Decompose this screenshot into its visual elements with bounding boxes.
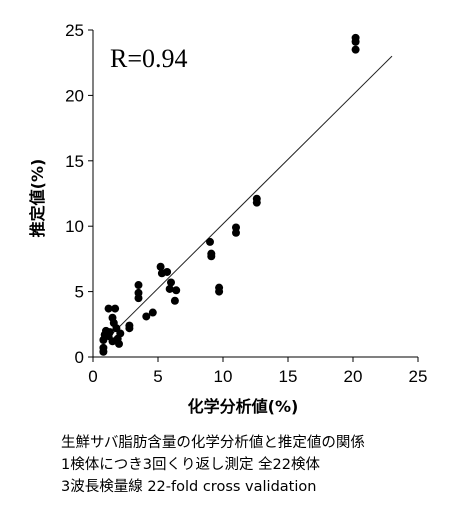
x-tick-label: 10 bbox=[214, 367, 233, 386]
caption-line-1: 生鮮サバ脂肪含量の化学分析値と推定値の関係 bbox=[61, 435, 365, 451]
data-point bbox=[142, 312, 151, 321]
y-tick-label: 25 bbox=[65, 21, 84, 40]
data-point bbox=[156, 262, 165, 271]
data-point bbox=[148, 308, 157, 317]
data-point bbox=[351, 45, 360, 54]
correlation-annotation: R=0.94 bbox=[110, 44, 188, 73]
data-point bbox=[111, 304, 120, 313]
figure-caption: 生鮮サバ脂肪含量の化学分析値と推定値の関係 1検体につき3回くり返し測定 全22… bbox=[61, 432, 365, 498]
x-axis: 0 5 10 15 20 25 bbox=[88, 356, 428, 386]
data-point bbox=[125, 321, 134, 330]
y-axis: 0 5 10 15 20 25 bbox=[65, 21, 94, 367]
x-tick-label: 5 bbox=[153, 367, 162, 386]
data-point bbox=[170, 296, 179, 305]
data-point bbox=[163, 267, 172, 276]
data-point bbox=[207, 249, 216, 258]
caption-line-2: 1検体につき3回くり返し測定 全22検体 bbox=[61, 457, 321, 473]
y-tick-label: 10 bbox=[65, 217, 84, 236]
data-point bbox=[232, 223, 240, 232]
y-tick-label: 20 bbox=[65, 86, 84, 105]
x-tick-label: 15 bbox=[279, 367, 298, 386]
data-point bbox=[116, 329, 125, 338]
data-point bbox=[134, 281, 143, 290]
data-point bbox=[134, 288, 143, 297]
x-tick-label: 25 bbox=[409, 367, 428, 386]
data-point bbox=[104, 304, 113, 313]
data-point bbox=[252, 194, 261, 203]
caption-line-3: 3波長検量線 22-fold cross validation bbox=[61, 479, 317, 495]
x-tick-label: 0 bbox=[88, 367, 97, 386]
regression-line bbox=[103, 55, 393, 343]
y-tick-label: 5 bbox=[75, 283, 84, 302]
data-point bbox=[206, 237, 214, 246]
y-tick-label: 15 bbox=[65, 152, 84, 171]
data-point bbox=[215, 283, 224, 292]
y-tick-label: 0 bbox=[75, 348, 84, 367]
data-point bbox=[115, 339, 123, 348]
data-point bbox=[165, 284, 174, 293]
data-point bbox=[172, 286, 181, 295]
x-axis-title: 化学分析値(%) bbox=[188, 397, 299, 416]
y-axis-title: 推定値(%) bbox=[28, 159, 47, 238]
x-tick-label: 20 bbox=[344, 367, 363, 386]
scatter-chart: 0 5 10 15 20 25 0 5 10 15 20 25 R=0.94 化学分析値(%) 推定… bbox=[28, 21, 428, 416]
data-point bbox=[99, 343, 108, 352]
data-point bbox=[351, 33, 360, 42]
data-point bbox=[167, 278, 175, 287]
data-point bbox=[105, 328, 114, 337]
data-points bbox=[99, 33, 360, 356]
